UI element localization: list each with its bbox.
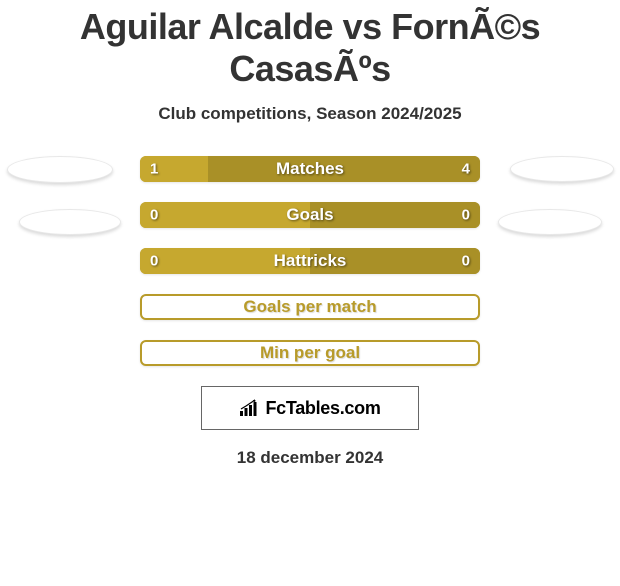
- bar-value-left: 0: [150, 253, 158, 270]
- decor-ellipse-right-top: [510, 156, 614, 182]
- bar-label: Matches: [276, 159, 344, 179]
- bar-label: Goals per match: [243, 297, 376, 317]
- bar-value-left: 0: [150, 207, 158, 224]
- stat-bar-row: Min per goal: [140, 340, 480, 366]
- bar-label: Min per goal: [260, 343, 360, 363]
- bars-container: 1 4 Matches 0 0 Goals 0 0 Hattricks Goals per mat…: [140, 156, 480, 366]
- decor-ellipse-left-bottom: [19, 209, 121, 235]
- bar-right-fill: [310, 202, 480, 228]
- decor-ellipse-left-top: [7, 156, 113, 183]
- date-text: 18 december 2024: [0, 448, 620, 468]
- stat-bar-row: 0 0 Hattricks: [140, 248, 480, 274]
- stat-bar-row: 1 4 Matches: [140, 156, 480, 182]
- bar-value-left: 1: [150, 161, 158, 178]
- bar-left-fill: [140, 202, 310, 228]
- bar-label: Hattricks: [274, 251, 347, 271]
- stat-bar-row: 0 0 Goals: [140, 202, 480, 228]
- bar-value-right: 0: [462, 207, 470, 224]
- page-title: Aguilar Alcalde vs FornÃ©s CasasÃºs: [0, 6, 620, 90]
- chart-area: 1 4 Matches 0 0 Goals 0 0 Hattricks Goals per mat…: [0, 156, 620, 366]
- logo-text: FcTables.com: [265, 398, 380, 419]
- chart-logo-icon: [239, 399, 261, 417]
- page-subtitle: Club competitions, Season 2024/2025: [0, 104, 620, 124]
- bar-value-right: 4: [462, 161, 470, 178]
- decor-ellipse-right-bottom: [498, 209, 602, 235]
- stat-bar-row: Goals per match: [140, 294, 480, 320]
- bar-label: Goals: [286, 205, 333, 225]
- logo-box: FcTables.com: [201, 386, 419, 430]
- bar-value-right: 0: [462, 253, 470, 270]
